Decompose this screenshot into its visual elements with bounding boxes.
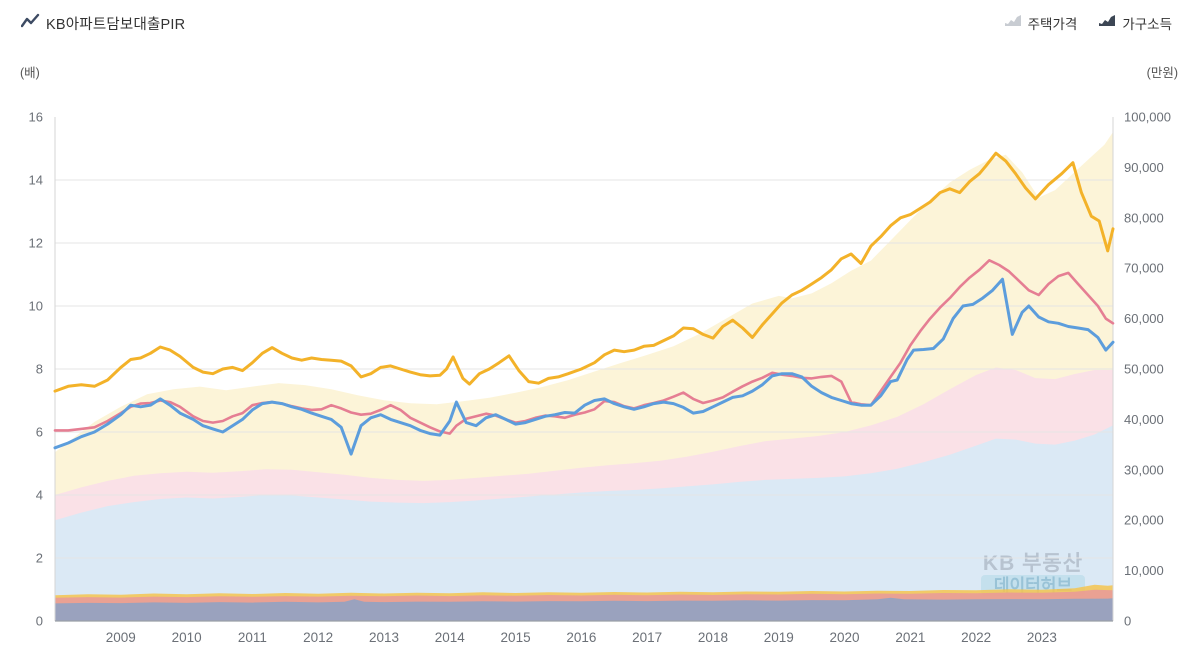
x-tick-label: 2022 [961, 630, 991, 645]
left-tick-label: 12 [29, 236, 43, 251]
x-tick-label: 2013 [369, 630, 399, 645]
left-tick-label: 2 [36, 551, 43, 566]
right-tick-label: 70,000 [1124, 261, 1164, 276]
left-tick-label: 10 [29, 299, 43, 314]
axis-labels: 0 2 4 6 8 10 12 14 16 0 10,000 20,000 30,000 40,000 50… [29, 110, 1171, 646]
left-tick-label: 6 [36, 425, 43, 440]
watermark-brand: KB 부동산 [983, 552, 1083, 575]
legend-label-house-price: 주택가격 [1027, 17, 1078, 32]
left-tick-label: 0 [36, 614, 43, 629]
x-tick-label: 2017 [632, 630, 662, 645]
x-tick-label: 2011 [238, 630, 267, 645]
right-tick-label: 30,000 [1124, 462, 1164, 477]
right-tick-label: 100,000 [1124, 110, 1171, 125]
right-tick-label: 20,000 [1124, 513, 1164, 528]
right-axis-unit: (만원) [1146, 66, 1178, 80]
left-tick-label: 4 [36, 488, 43, 503]
x-tick-label: 2009 [106, 630, 136, 645]
right-tick-label: 0 [1124, 614, 1131, 629]
household-income-areas [55, 584, 1113, 621]
left-tick-label: 16 [29, 110, 43, 125]
right-tick-label: 80,000 [1124, 210, 1164, 225]
right-tick-label: 10,000 [1124, 563, 1164, 578]
left-tick-label: 8 [36, 362, 43, 377]
area-chart-icon [1099, 14, 1116, 32]
x-tick-label: 2023 [1027, 630, 1057, 645]
x-tick-label: 2010 [172, 630, 202, 645]
x-tick-label: 2018 [698, 630, 728, 645]
line-pir-line-blue [53, 277, 1115, 456]
area-household-income-gray [55, 597, 1113, 621]
line-pir-line-yellow [53, 151, 1115, 393]
left-tick-label: 14 [29, 173, 43, 188]
legend-label-household-income: 가구소득 [1122, 17, 1172, 32]
x-tick-label: 2014 [435, 630, 466, 645]
right-tick-label: 50,000 [1124, 362, 1164, 377]
chart-legend: 주택가격 가구소득 [1004, 13, 1172, 33]
x-tick-label: 2016 [566, 630, 596, 645]
x-tick-label: 2021 [895, 630, 925, 645]
house-price-areas [55, 132, 1113, 621]
legend-item-household-income[interactable]: 가구소득 [1099, 13, 1172, 33]
right-tick-label: 60,000 [1124, 311, 1164, 326]
area-chart-icon [1004, 14, 1021, 32]
left-axis-unit: (배) [20, 66, 40, 80]
right-tick-label: 90,000 [1124, 160, 1164, 175]
chart-title: KB아파트담보대출PIR [46, 17, 186, 33]
x-tick-label: 2020 [830, 630, 860, 645]
line-pir-line-pink [53, 259, 1115, 435]
x-tick-label: 2019 [764, 630, 794, 645]
x-tick-label: 2012 [303, 630, 333, 645]
right-tick-label: 40,000 [1124, 412, 1164, 427]
x-tick-label: 2015 [501, 630, 531, 645]
gridlines [54, 117, 1114, 622]
area-house-price-blue [55, 425, 1113, 621]
line-chart-icon [20, 13, 41, 31]
legend-item-house-price[interactable]: 주택가격 [1004, 13, 1078, 33]
pir-lines [53, 151, 1115, 456]
